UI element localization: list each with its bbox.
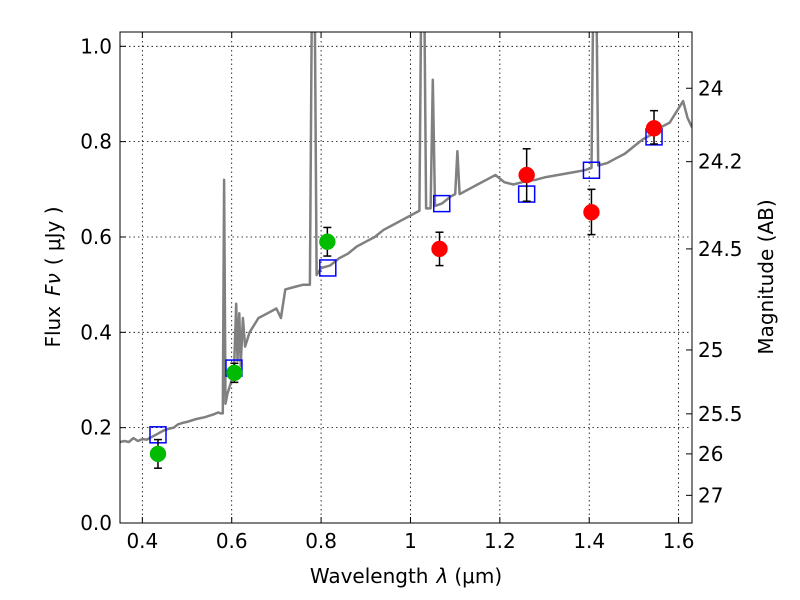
template-spectrum-line bbox=[120, 32, 692, 444]
x-tick-label: 1.6 bbox=[663, 529, 695, 553]
model-square-marker bbox=[319, 259, 337, 277]
observed-point-marker bbox=[319, 233, 336, 250]
y2-tick-label: 24 bbox=[698, 76, 723, 100]
y-tick-label: 0.8 bbox=[80, 130, 112, 154]
y2-tick-label: 26 bbox=[698, 442, 723, 466]
y-tick-label: 0.0 bbox=[80, 511, 112, 535]
x-tick-label: 0.6 bbox=[216, 529, 248, 553]
y-tick-label: 1.0 bbox=[80, 34, 112, 58]
x-tick-label: 1 bbox=[404, 529, 417, 553]
y-tick-label: 0.6 bbox=[80, 225, 112, 249]
model-square-marker bbox=[433, 194, 451, 213]
y2-tick-label: 24.5 bbox=[698, 237, 743, 261]
x-tick-label: 1.4 bbox=[573, 529, 605, 553]
y-tick-label: 0.2 bbox=[80, 416, 112, 440]
y2-axis-label: Magnitude (AB) bbox=[754, 199, 778, 354]
x-axis-label: Wavelength λ (μm) bbox=[310, 564, 502, 588]
observed-point-marker bbox=[645, 120, 663, 137]
observed-point-marker bbox=[583, 203, 600, 221]
y2-tick-label: 27 bbox=[698, 483, 723, 507]
plot-data bbox=[120, 32, 692, 469]
observed-point-marker bbox=[431, 240, 448, 258]
y2-tick-label: 25.5 bbox=[698, 402, 743, 426]
x-tick-label: 1.2 bbox=[484, 529, 516, 553]
y-tick-label: 0.4 bbox=[80, 320, 112, 344]
observed-point-marker bbox=[149, 445, 167, 463]
observed-point-marker bbox=[518, 166, 535, 184]
axis-ticks: 0.4 0.6 0.8 1 1.2 1.4 1.6 0.0 0.2 0.4 0.6 0.8 1.0 24 2… bbox=[80, 32, 743, 553]
observed-point-marker bbox=[226, 364, 243, 382]
y-axis-label: FluxFν( μJy ) bbox=[41, 206, 65, 347]
x-tick-label: 0.4 bbox=[126, 529, 158, 553]
model-square-marker bbox=[582, 161, 601, 179]
plot-frame bbox=[119, 31, 693, 524]
y2-tick-label: 25 bbox=[698, 338, 723, 362]
y2-tick-label: 24.2 bbox=[698, 150, 743, 174]
x-tick-label: 0.8 bbox=[305, 529, 337, 553]
